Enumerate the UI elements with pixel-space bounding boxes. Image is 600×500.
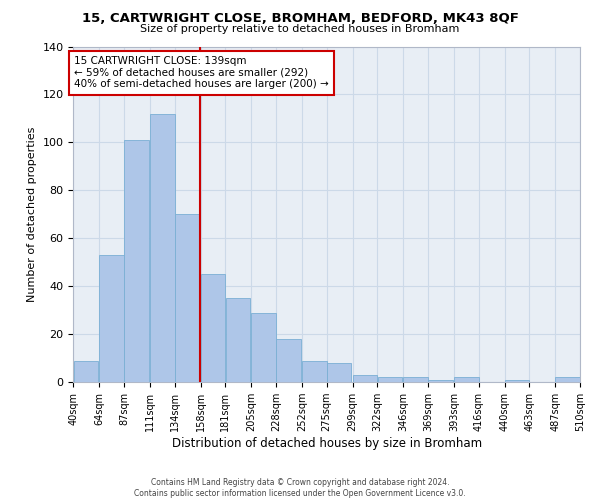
- Bar: [353, 375, 377, 382]
- Bar: [251, 312, 276, 382]
- Bar: [327, 363, 352, 382]
- Text: Size of property relative to detached houses in Bromham: Size of property relative to detached ho…: [140, 24, 460, 34]
- Bar: [556, 378, 580, 382]
- Bar: [150, 114, 175, 382]
- Text: Contains HM Land Registry data © Crown copyright and database right 2024.
Contai: Contains HM Land Registry data © Crown c…: [134, 478, 466, 498]
- Bar: [201, 274, 225, 382]
- Y-axis label: Number of detached properties: Number of detached properties: [27, 126, 37, 302]
- Bar: [377, 378, 402, 382]
- Bar: [124, 140, 149, 382]
- Bar: [428, 380, 452, 382]
- Bar: [100, 255, 124, 382]
- Bar: [74, 360, 98, 382]
- Bar: [226, 298, 250, 382]
- Bar: [403, 378, 428, 382]
- Bar: [505, 380, 529, 382]
- Bar: [175, 214, 199, 382]
- Text: 15 CARTWRIGHT CLOSE: 139sqm
← 59% of detached houses are smaller (292)
40% of se: 15 CARTWRIGHT CLOSE: 139sqm ← 59% of det…: [74, 56, 329, 90]
- Text: 15, CARTWRIGHT CLOSE, BROMHAM, BEDFORD, MK43 8QF: 15, CARTWRIGHT CLOSE, BROMHAM, BEDFORD, …: [82, 12, 518, 26]
- Bar: [302, 360, 326, 382]
- Bar: [276, 339, 301, 382]
- X-axis label: Distribution of detached houses by size in Bromham: Distribution of detached houses by size …: [172, 437, 482, 450]
- Bar: [454, 378, 479, 382]
